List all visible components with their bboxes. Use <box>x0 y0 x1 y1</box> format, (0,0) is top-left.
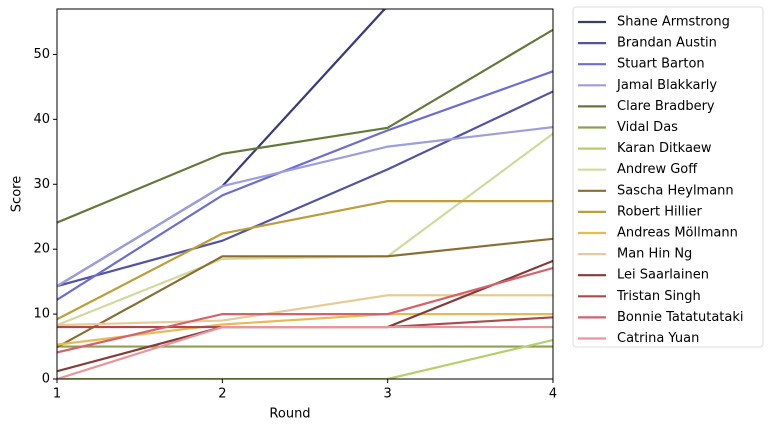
y-axis-label: Score <box>10 176 25 212</box>
series-line <box>57 294 553 327</box>
series-line <box>57 338 553 379</box>
x-axis-label: Round <box>269 407 310 422</box>
legend-label: Man Hin Ng <box>617 247 692 262</box>
y-tick-label: 20 <box>33 242 50 257</box>
y-tick-label: 10 <box>33 307 50 322</box>
series-line <box>57 132 553 327</box>
series-line <box>57 9 387 288</box>
legend-label: Bonnie Tatatutataki <box>617 310 744 325</box>
legend-label: Sascha Heylmann <box>617 183 734 198</box>
legend-label: Robert Hillier <box>617 204 702 219</box>
series-line <box>57 126 553 288</box>
series-line <box>57 200 553 321</box>
series-line <box>57 312 553 346</box>
legend-box <box>572 6 764 348</box>
y-tick-label: 40 <box>33 112 50 127</box>
series-line <box>57 266 553 354</box>
plot-lines <box>57 9 553 379</box>
x-tick-label: 1 <box>53 387 61 402</box>
x-tick-label: 3 <box>384 387 392 402</box>
legend-label: Vidal Das <box>617 120 678 135</box>
series-line <box>57 237 553 349</box>
legend-label: Brandan Austin <box>617 36 717 51</box>
legend-label: Jamal Blakkarly <box>616 78 717 93</box>
y-tick-label: 30 <box>33 177 50 192</box>
y-tick-label: 0 <box>42 372 50 387</box>
legend-label: Tristan Singh <box>616 289 701 304</box>
legend-label: Catrina Yuan <box>617 331 699 346</box>
legend-label: Shane Armstrong <box>617 15 730 30</box>
legend-label: Andrew Goff <box>617 162 698 177</box>
legend-label: Andreas Möllmann <box>617 226 738 241</box>
x-tick-label: 2 <box>218 387 226 402</box>
plot-frame <box>56 8 554 380</box>
legend-label: Clare Bradbery <box>617 99 715 114</box>
x-tick-label: 4 <box>549 387 557 402</box>
legend-label: Lei Saarlainen <box>617 268 709 283</box>
series-line <box>57 325 553 379</box>
y-tick-label: 50 <box>33 47 50 62</box>
legend-label: Stuart Barton <box>617 57 705 72</box>
series-line <box>57 90 553 288</box>
series-line <box>57 28 553 224</box>
series-line <box>57 70 553 301</box>
legend-label: Karan Ditkaew <box>617 141 712 156</box>
